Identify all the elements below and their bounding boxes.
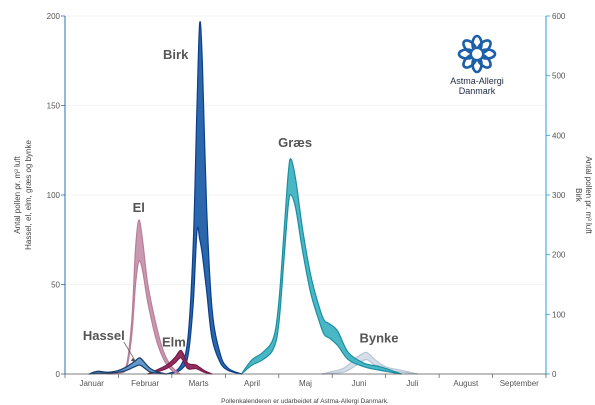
right-axis-title-line2: Birk: [574, 188, 583, 203]
x-tick-label: Marts: [189, 379, 209, 388]
x-tick-label: Maj: [299, 379, 312, 388]
x-tick-label: Januar: [79, 379, 104, 388]
right-tick-label: 400: [552, 131, 566, 140]
astma-allergi-logo-icon: [457, 34, 497, 74]
left-axis-title-line1: Antal pollen pr. m³ luft: [13, 156, 22, 234]
series-label-bynke: Bynke: [359, 331, 398, 346]
logo-line1: Astma-Allergi: [450, 76, 504, 86]
right-tick-label: 500: [552, 72, 566, 81]
left-tick-label: 0: [56, 370, 61, 379]
logo-line2: Danmark: [459, 86, 496, 96]
series-band-bynke: [320, 351, 419, 375]
left-tick-label: 150: [47, 102, 61, 111]
right-axis-ticks: 0 100 200 300 400 500 600: [546, 12, 566, 379]
x-tick-label: September: [500, 379, 539, 388]
series-label-el: El: [133, 200, 145, 215]
series-areas: [88, 21, 419, 375]
series-label-hassel: Hassel: [83, 328, 125, 343]
right-tick-label: 100: [552, 310, 566, 319]
x-tick-label: Juli: [406, 379, 418, 388]
hassel-pointer-line: [123, 341, 137, 363]
right-tick-label: 600: [552, 12, 566, 21]
x-tick-label: August: [453, 379, 479, 388]
right-tick-label: 0: [552, 370, 557, 379]
series-label-birk: Birk: [163, 47, 189, 62]
x-tick-label: April: [244, 379, 260, 388]
series-band-birk: [165, 21, 242, 375]
right-tick-label: 200: [552, 251, 566, 260]
left-axis-title-line2: Hassel, el, elm, græs og bynke: [24, 140, 33, 250]
logo: Astma-Allergi Danmark: [450, 34, 504, 96]
series-band-el: [107, 219, 181, 375]
left-tick-label: 50: [51, 281, 60, 290]
left-tick-label: 200: [47, 12, 61, 21]
x-axis-ticks: Januar Februar Marts April Maj Juni Juli August…: [64, 374, 547, 388]
series-label-graes: Græs: [278, 135, 312, 150]
hassel-pointer-arrow: [130, 357, 136, 362]
left-tick-label: 100: [47, 191, 61, 200]
footer-credit: Pollenkalenderen er udarbeidet af Astma-…: [221, 398, 389, 405]
logo-center: [472, 49, 482, 59]
grid-lines: [65, 15, 546, 285]
series-labels: Hassel El Elm Birk Græs Bynke: [83, 47, 399, 363]
series-label-elm: Elm: [162, 335, 186, 350]
x-tick-label: Februar: [131, 379, 159, 388]
right-tick-label: 300: [552, 191, 566, 200]
right-axis-title-line1: Antal pollen pr. m³ luft: [584, 156, 593, 234]
x-tick-label: Juni: [352, 379, 367, 388]
left-axis-ticks: 0 50 100 150 200: [47, 12, 65, 379]
